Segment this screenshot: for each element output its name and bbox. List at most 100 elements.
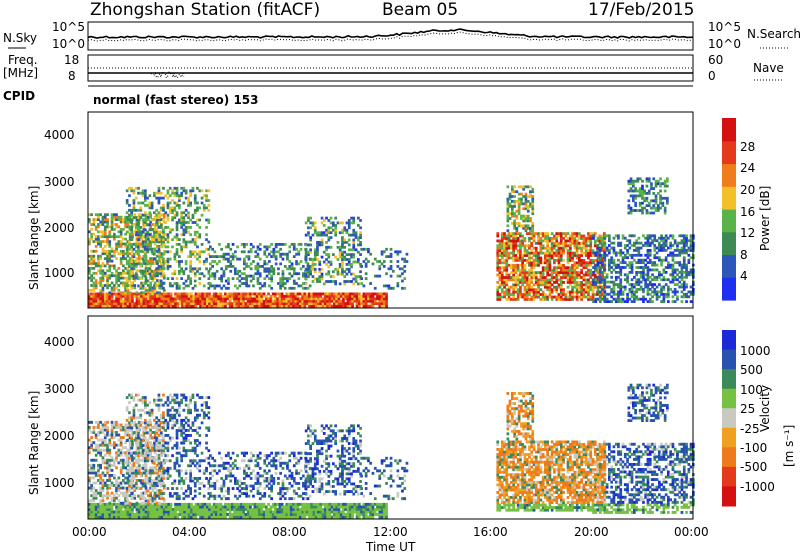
power-cell: [325, 258, 328, 261]
power-cell: [292, 305, 295, 308]
power-cell: [365, 295, 368, 298]
power-cell: [282, 282, 285, 285]
power-cell: [528, 247, 531, 250]
power-cell: [594, 266, 597, 269]
power-cell: [323, 231, 326, 234]
power-cell: [669, 273, 672, 276]
power-cell: [93, 300, 96, 303]
power-cell: [351, 305, 354, 308]
power-cell: [571, 276, 574, 279]
freq-right-tick-bottom: 0: [708, 69, 716, 83]
power-cell: [594, 298, 597, 301]
power-cell: [232, 265, 235, 268]
power-cell: [652, 187, 655, 190]
power-cell: [604, 244, 607, 247]
power-cell: [672, 256, 675, 259]
power-cell: [510, 279, 513, 282]
power-cell: [147, 218, 150, 221]
power-cell: [397, 265, 400, 268]
power-cell: [521, 293, 524, 296]
power-cell: [537, 291, 540, 294]
power-cell: [352, 229, 355, 232]
power-cell: [537, 261, 540, 264]
power-cell: [653, 244, 656, 247]
power-cell: [167, 219, 170, 222]
power-cell: [174, 297, 177, 300]
power-cell: [283, 302, 286, 305]
power-cell: [270, 305, 273, 308]
power-cell: [194, 211, 197, 214]
power-cell: [580, 247, 583, 250]
power-cell: [208, 277, 211, 280]
power-cell: [332, 222, 335, 225]
power-cell: [571, 232, 574, 235]
velocity-cell: [220, 516, 223, 519]
power-cell: [189, 260, 192, 263]
power-cell: [630, 209, 633, 212]
power-cell: [90, 238, 93, 241]
power-cell: [558, 247, 561, 250]
power-cell: [223, 253, 226, 256]
power-cell: [102, 218, 105, 221]
power-cell: [663, 288, 666, 291]
power-cell: [540, 261, 543, 264]
power-cell: [325, 229, 328, 232]
power-cell: [169, 211, 172, 214]
power-cell: [553, 244, 556, 247]
power-cell: [633, 249, 636, 252]
power-cell: [560, 242, 563, 245]
power-cell: [323, 261, 326, 264]
power-cell: [567, 244, 570, 247]
power-cell: [133, 275, 136, 278]
power-cell: [227, 287, 230, 290]
power-cell: [108, 267, 111, 270]
power-cell: [279, 282, 282, 285]
velocity-cell: [154, 513, 157, 516]
power-cell: [339, 263, 342, 266]
power-cell: [305, 244, 308, 247]
power-cell: [131, 302, 134, 305]
power-cell: [683, 256, 686, 259]
velocity-cell: [93, 513, 96, 516]
power-cell: [111, 300, 114, 303]
power-cell: [118, 235, 121, 238]
velocity-cell: [111, 508, 114, 511]
power-cell: [185, 260, 188, 263]
power-cell: [574, 254, 577, 257]
power-cell: [144, 194, 147, 197]
power-cell: [613, 293, 616, 296]
power-cell: [106, 218, 109, 221]
power-cell: [232, 258, 235, 261]
power-cell: [176, 224, 179, 227]
power-cell: [637, 190, 640, 193]
power-cell: [183, 216, 186, 219]
power-cell: [142, 250, 145, 253]
power-cell: [205, 267, 208, 270]
power-cell: [93, 257, 96, 260]
power-cell: [263, 302, 266, 305]
power-cell: [531, 210, 534, 213]
velocity-cell: [95, 513, 98, 516]
power-ytick-4000: 4000: [44, 128, 75, 142]
velocity-cell: [104, 506, 107, 509]
power-cell: [352, 248, 355, 251]
power-cell: [651, 295, 654, 298]
power-cell: [501, 257, 504, 260]
velocity-cell: [131, 503, 134, 506]
power-cell: [365, 300, 368, 303]
power-cell: [355, 275, 358, 278]
power-cell: [567, 266, 570, 269]
power-cell: [129, 291, 132, 294]
power-cell: [265, 295, 268, 298]
power-cell: [580, 242, 583, 245]
power-cell: [277, 272, 280, 275]
power-cell: [610, 291, 613, 294]
power-cell: [135, 263, 138, 266]
velocity-cell: [224, 506, 227, 509]
velocity-cell: [181, 508, 184, 511]
power-cell: [546, 271, 549, 274]
power-cell: [653, 254, 656, 257]
power-cell: [174, 270, 177, 273]
power-cell: [154, 295, 157, 298]
power-cell: [530, 264, 533, 267]
